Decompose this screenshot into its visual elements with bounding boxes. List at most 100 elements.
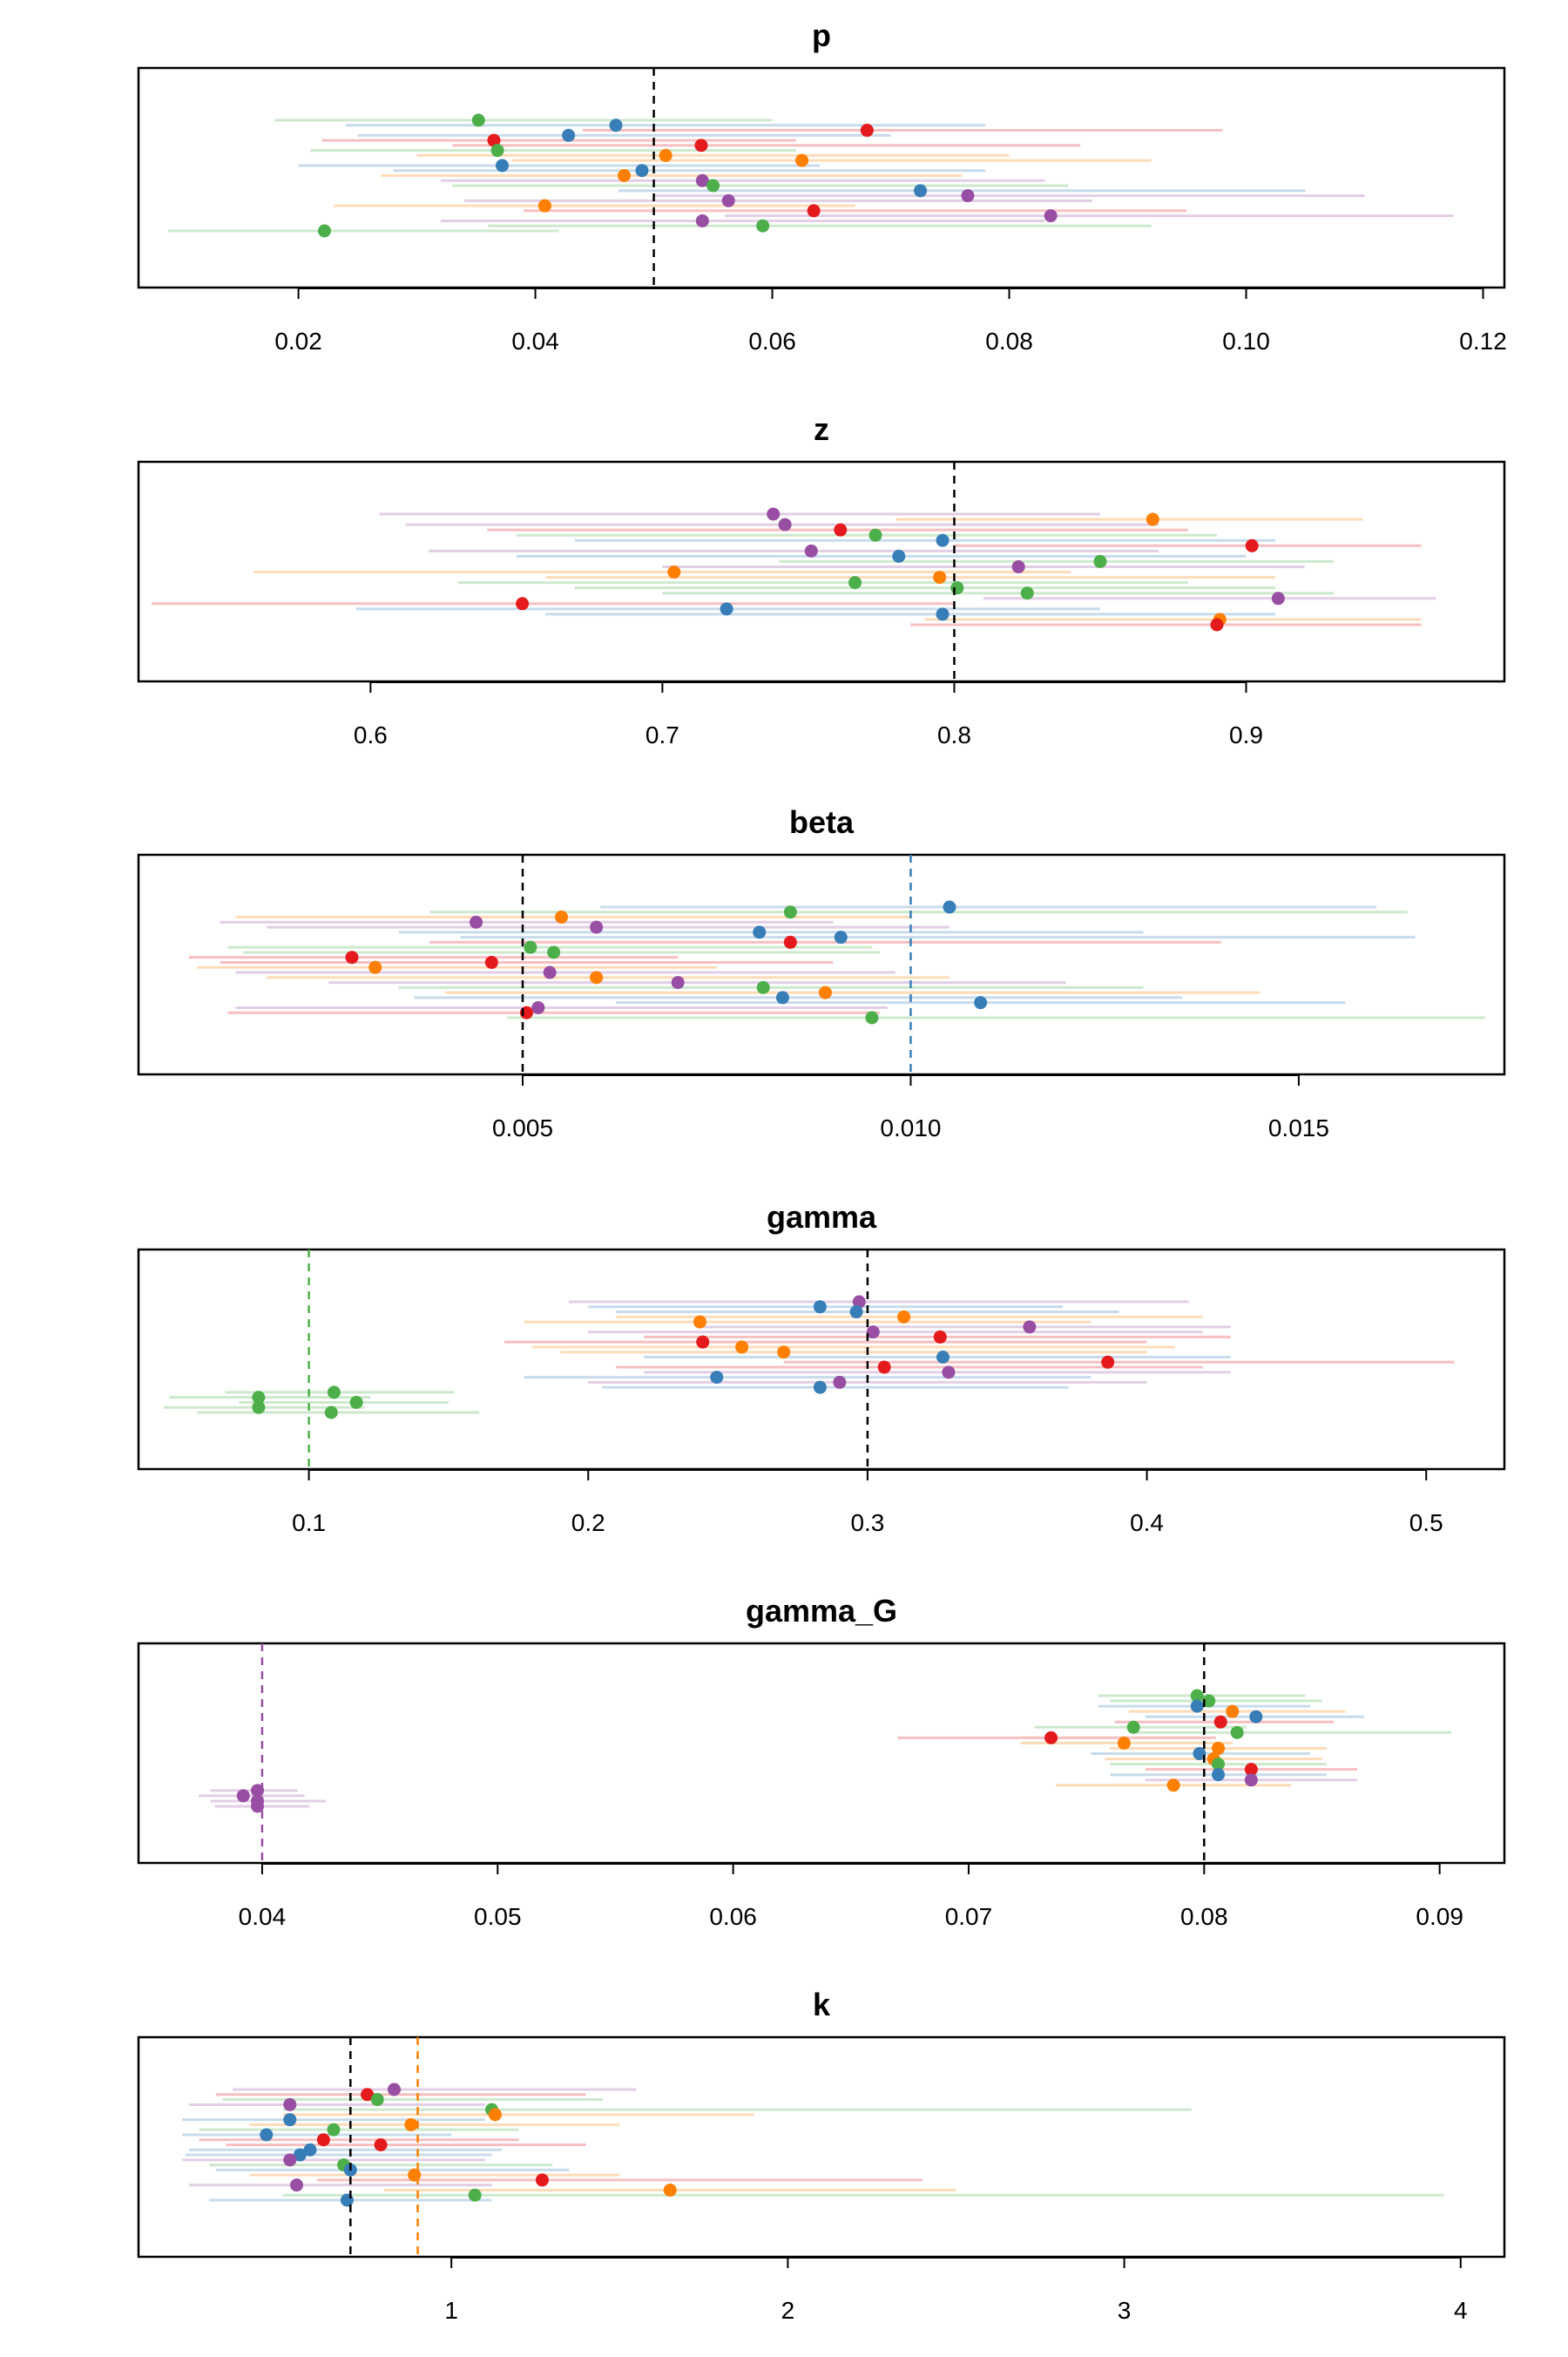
data-point-beta-5 (753, 925, 767, 939)
data-point-p-15 (961, 189, 975, 203)
x-tick-label-gamma-g-2: 0.06 (709, 1903, 757, 1930)
data-point-p-17 (537, 199, 551, 213)
data-point-gamma-g-0 (1190, 1689, 1204, 1703)
data-point-gamma-g-21 (251, 1799, 265, 1813)
panel-gamma: gamma 0.1 0.2 0.3 0.4 0.5 (137, 1199, 1506, 1536)
data-point-p-7 (659, 148, 672, 162)
data-point-gamma-g-6 (1126, 1720, 1140, 1734)
data-point-k-22 (340, 2193, 354, 2207)
data-point-gamma-g-4 (1249, 1710, 1263, 1724)
data-point-k-21 (468, 2188, 482, 2202)
panel-title-gamma: gamma (767, 1199, 877, 1235)
data-point-beta-8 (524, 940, 537, 954)
data-point-z-0 (767, 507, 781, 521)
data-point-p-6 (490, 144, 504, 158)
data-point-gamma-3 (897, 1310, 911, 1324)
x-tick-label-z-2: 0.8 (937, 721, 971, 748)
data-point-gamma-g-8 (1044, 1730, 1058, 1744)
x-tick-label-p-3: 0.08 (985, 328, 1033, 355)
data-point-p-11 (618, 169, 632, 182)
data-point-gamma-1 (813, 1300, 827, 1314)
x-tick-label-gamma-g-1: 0.05 (474, 1903, 522, 1930)
data-point-beta-0 (943, 900, 956, 914)
data-point-gamma-g-11 (1193, 1747, 1206, 1761)
x-tick-label-gamma-3: 0.4 (1130, 1509, 1164, 1536)
x-tick-label-k-0: 1 (444, 2297, 458, 2324)
data-point-p-2 (860, 124, 874, 138)
x-tick-label-beta-1: 0.010 (880, 1114, 941, 1141)
data-point-z-2 (778, 518, 792, 532)
data-point-z-15 (1020, 586, 1034, 600)
plot-frame-beta (137, 853, 1506, 1076)
data-point-p-18 (807, 204, 821, 218)
data-point-p-20 (695, 213, 709, 227)
data-point-beta-4 (590, 920, 604, 934)
data-point-z-13 (848, 576, 862, 590)
data-point-gamma-22 (324, 1405, 338, 1419)
data-point-gamma-18 (327, 1385, 341, 1399)
data-point-beta-9 (547, 945, 561, 959)
data-point-p-16 (721, 193, 735, 207)
data-point-beta-6 (834, 931, 848, 945)
data-point-p-19 (1044, 209, 1058, 223)
panel-z: z 0.6 0.7 0.8 0.9 (137, 411, 1506, 748)
x-tick-label-p-0: 0.02 (274, 328, 322, 355)
x-tick-label-gamma-g-4: 0.08 (1180, 1903, 1228, 1930)
data-point-beta-12 (368, 960, 382, 974)
data-point-gamma-10 (777, 1345, 791, 1359)
data-point-beta-22 (865, 1011, 879, 1025)
x-tick-label-p-1: 0.04 (511, 328, 559, 355)
data-point-z-7 (804, 544, 818, 558)
data-point-p-12 (695, 173, 709, 187)
x-tick-label-gamma-1: 0.2 (571, 1509, 605, 1536)
data-point-gamma-15 (710, 1371, 724, 1385)
data-point-gamma-8 (696, 1335, 710, 1349)
data-point-gamma-g-17 (1166, 1778, 1180, 1792)
data-point-k-20 (663, 2183, 677, 2197)
data-point-k-9 (260, 2128, 274, 2142)
data-point-p-8 (795, 153, 809, 167)
data-point-z-9 (1093, 554, 1107, 568)
data-point-k-7 (404, 2117, 418, 2131)
data-point-beta-16 (756, 980, 770, 994)
data-point-k-10 (316, 2133, 330, 2147)
data-point-p-22 (318, 224, 332, 238)
data-point-k-11 (374, 2138, 388, 2151)
x-tick-label-gamma-2: 0.3 (850, 1509, 884, 1536)
data-point-k-0 (388, 2083, 402, 2096)
x-tick-label-gamma-g-0: 0.04 (239, 1903, 287, 1930)
x-tick-label-z-0: 0.6 (354, 721, 388, 748)
x-tick-label-k-2: 3 (1118, 2297, 1132, 2324)
data-point-gamma-g-19 (236, 1789, 250, 1803)
data-point-gamma-g-16 (1244, 1773, 1258, 1787)
x-tick-label-beta-2: 0.015 (1268, 1114, 1329, 1141)
data-point-gamma-g-10 (1212, 1741, 1226, 1755)
data-point-k-1 (361, 2088, 375, 2102)
data-point-gamma-5 (1023, 1320, 1037, 1334)
panel-title-k: k (813, 1987, 831, 2022)
data-point-p-4 (487, 133, 501, 147)
data-point-p-10 (635, 164, 649, 178)
data-point-gamma-17 (813, 1380, 827, 1394)
data-point-p-21 (756, 219, 770, 233)
data-point-k-12 (303, 2143, 317, 2157)
data-point-gamma-4 (693, 1315, 707, 1329)
data-point-k-5 (488, 2108, 502, 2122)
data-point-gamma-6 (866, 1325, 880, 1339)
data-point-beta-3 (470, 915, 483, 929)
data-point-z-4 (868, 528, 882, 542)
panel-k: k 1 2 3 4 (137, 1987, 1506, 2324)
x-tick-label-gamma-g-3: 0.07 (945, 1903, 993, 1930)
data-point-z-16 (1271, 592, 1285, 606)
data-point-gamma-13 (877, 1360, 891, 1374)
data-point-gamma-11 (936, 1351, 950, 1364)
data-point-z-12 (933, 571, 947, 585)
data-point-z-5 (936, 533, 950, 547)
data-point-gamma-21 (252, 1400, 266, 1414)
data-point-beta-2 (555, 911, 569, 925)
plot-frame-gamma (137, 1248, 1506, 1471)
x-tick-label-z-1: 0.7 (645, 721, 679, 748)
panel-beta: beta 0.005 0.010 0.015 (137, 804, 1506, 1141)
x-tick-label-k-1: 2 (781, 2297, 795, 2324)
